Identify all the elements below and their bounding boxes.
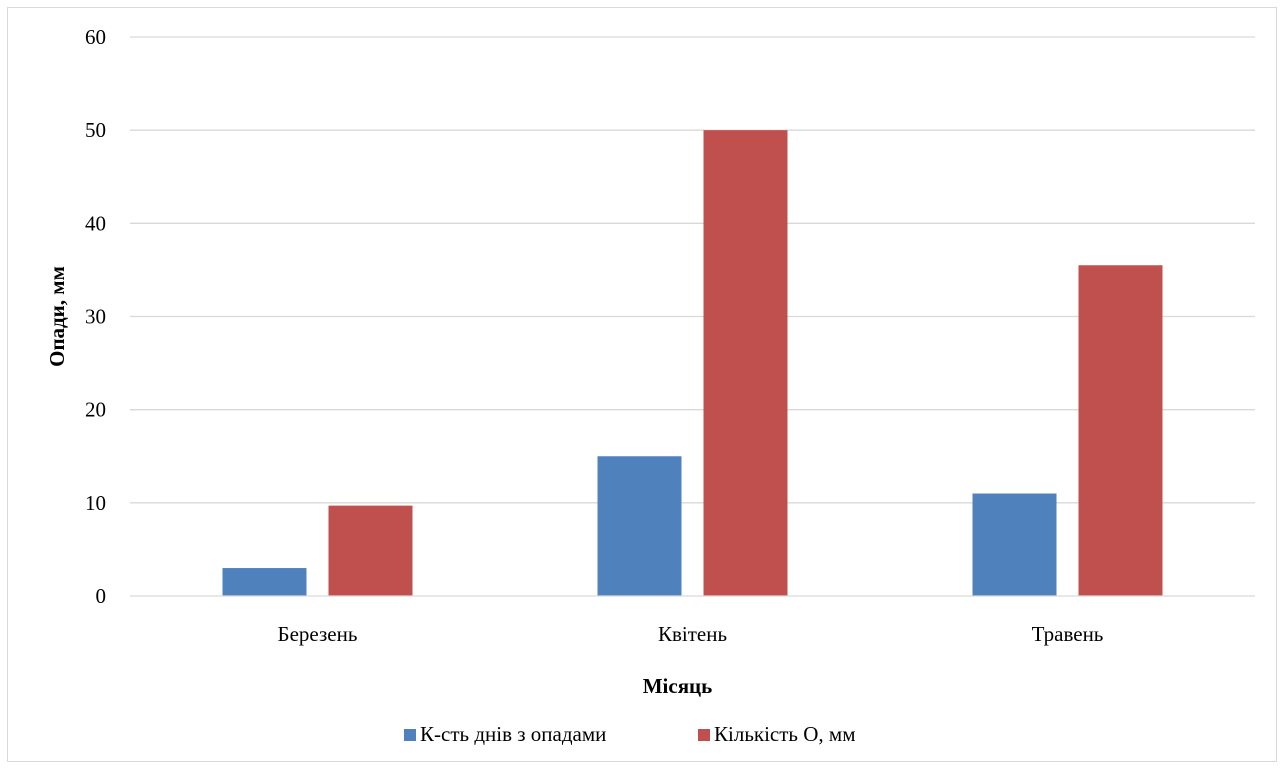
y-axis-title: Опади, мм: [45, 266, 69, 367]
x-axis-title: Місяць: [643, 674, 713, 698]
x-axis-ticks: Березень Квітень Травень: [278, 622, 1104, 646]
y-tick-label: 10: [85, 491, 106, 515]
y-tick-label: 0: [96, 584, 107, 608]
bar-days: [222, 568, 307, 596]
legend: К-сть днів з опадами Кількість О, мм: [404, 722, 856, 746]
gridlines: [130, 36, 1255, 504]
y-tick-label: 60: [85, 25, 106, 49]
bar-days: [972, 493, 1057, 596]
bar-amount: [703, 130, 788, 596]
legend-swatch: [404, 729, 416, 741]
x-tick-label: Квітень: [658, 622, 727, 646]
legend-swatch: [698, 729, 710, 741]
legend-label: К-сть днів з опадами: [420, 722, 606, 746]
legend-label: Кількість О, мм: [714, 722, 856, 746]
x-tick-label: Березень: [278, 622, 358, 646]
bars: [222, 130, 1163, 596]
x-tick-label: Травень: [1032, 622, 1104, 646]
y-tick-label: 50: [85, 118, 106, 142]
y-tick-label: 30: [85, 305, 106, 329]
y-tick-label: 40: [85, 211, 106, 235]
y-tick-label: 20: [85, 398, 106, 422]
bar-amount: [328, 505, 413, 596]
chart-frame: [7, 7, 1277, 762]
bar-days: [597, 456, 682, 596]
y-axis-ticks: 0 10 20 30 40 50 60: [85, 25, 106, 608]
bar-amount: [1078, 265, 1163, 596]
